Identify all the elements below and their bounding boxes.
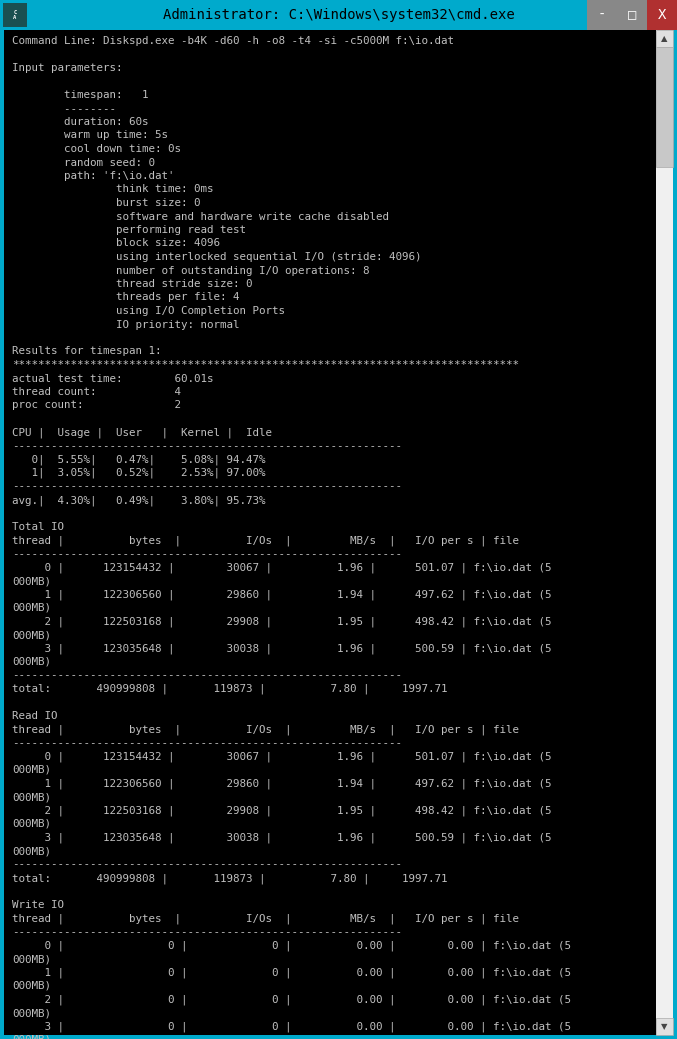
Text: thread stride size: 0: thread stride size: 0 [12,279,253,289]
Text: Command Line: Diskspd.exe -b4K -d60 -h -o8 -t4 -si -c5000M f:\io.dat: Command Line: Diskspd.exe -b4K -d60 -h -… [12,36,454,46]
Text: 0 |                0 |             0 |          0.00 |        0.00 | f:\io.dat (: 0 | 0 | 0 | 0.00 | 0.00 | f:\io.dat ( [12,940,571,951]
Text: Input parameters:: Input parameters: [12,63,123,73]
Text: thread count:            4: thread count: 4 [12,387,181,397]
Text: 000MB): 000MB) [12,981,51,991]
Text: 0|  5.55%|   0.47%|    5.08%| 94.47%: 0| 5.55%| 0.47%| 5.08%| 94.47% [12,454,265,465]
Text: -: - [598,8,606,22]
Text: 2 |      122503168 |        29908 |          1.95 |      498.42 | f:\io.dat (5: 2 | 122503168 | 29908 | 1.95 | 498.42 | … [12,616,552,627]
Text: thread |          bytes  |          I/Os  |         MB/s  |   I/O per s | file: thread | bytes | I/Os | MB/s | I/O per s… [12,913,519,924]
Text: thread |          bytes  |          I/Os  |         MB/s  |   I/O per s | file: thread | bytes | I/Os | MB/s | I/O per s… [12,535,519,547]
Text: think time: 0ms: think time: 0ms [12,185,213,194]
Bar [656,30,673,1035]
Text: 1 |                0 |             0 |          0.00 |        0.00 | f:\io.dat (: 1 | 0 | 0 | 0.00 | 0.00 | f:\io.dat ( [12,967,571,978]
Text: 000MB): 000MB) [12,765,51,775]
Text: 0 |      123154432 |        30067 |          1.96 |      501.07 | f:\io.dat (5: 0 | 123154432 | 30067 | 1.96 | 501.07 | … [12,751,552,762]
Text: warm up time: 5s: warm up time: 5s [12,131,168,140]
Text: ******************************************************************************: ****************************************… [12,359,519,370]
Text: 000MB): 000MB) [12,630,51,640]
Text: --------: -------- [12,104,116,113]
Text: using interlocked sequential I/O (stride: 4096): using interlocked sequential I/O (stride… [12,252,422,262]
Text: ------------------------------------------------------------: ----------------------------------------… [12,738,402,748]
Text: total:       490999808 |       119873 |          7.80 |     1997.71: total: 490999808 | 119873 | 7.80 | 1997.… [12,684,447,694]
Text: cool down time: 0s: cool down time: 0s [12,144,181,154]
Text: actual test time:        60.01s: actual test time: 60.01s [12,373,213,383]
Text: ▲: ▲ [661,34,668,43]
Text: block size: 4096: block size: 4096 [12,239,220,248]
Text: software and hardware write cache disabled: software and hardware write cache disabl… [12,212,389,221]
Text: 3 |                0 |             0 |          0.00 |        0.00 | f:\io.dat (: 3 | 0 | 0 | 0.00 | 0.00 | f:\io.dat ( [12,1021,571,1032]
Text: ------------------------------------------------------------: ----------------------------------------… [12,441,402,451]
Text: 3 |      123035648 |        30038 |          1.96 |      500.59 | f:\io.dat (5: 3 | 123035648 | 30038 | 1.96 | 500.59 | … [12,832,552,843]
Text: timespan:   1: timespan: 1 [12,90,148,100]
Text: number of outstanding I/O operations: 8: number of outstanding I/O operations: 8 [12,266,370,275]
Bar [617,0,647,30]
Text: 000MB): 000MB) [12,603,51,613]
Text: total:       490999808 |       119873 |          7.80 |     1997.71: total: 490999808 | 119873 | 7.80 | 1997.… [12,873,447,883]
Bar [647,0,677,30]
Text: X: X [658,8,666,22]
Text: Read IO: Read IO [12,711,58,721]
Text: 1 |      122306560 |        29860 |          1.94 |      497.62 | f:\io.dat (5: 1 | 122306560 | 29860 | 1.94 | 497.62 | … [12,589,552,600]
Text: avg.|  4.30%|   0.49%|    3.80%| 95.73%: avg.| 4.30%| 0.49%| 3.80%| 95.73% [12,495,265,506]
Text: ------------------------------------------------------------: ----------------------------------------… [12,670,402,681]
Text: 0 |      123154432 |        30067 |          1.96 |      501.07 | f:\io.dat (5: 0 | 123154432 | 30067 | 1.96 | 501.07 | … [12,562,552,572]
Text: performing read test: performing read test [12,225,246,235]
Text: 2 |                0 |             0 |          0.00 |        0.00 | f:\io.dat (: 2 | 0 | 0 | 0.00 | 0.00 | f:\io.dat ( [12,994,571,1005]
Text: 2 |      122503168 |        29908 |          1.95 |      498.42 | f:\io.dat (5: 2 | 122503168 | 29908 | 1.95 | 498.42 | … [12,805,552,816]
Bar [587,0,617,30]
Text: Write IO: Write IO [12,900,64,910]
Bar [656,47,673,167]
Text: 000MB): 000MB) [12,657,51,667]
Text: 3 |      123035648 |        30038 |          1.96 |      500.59 | f:\io.dat (5: 3 | 123035648 | 30038 | 1.96 | 500.59 | … [12,643,552,654]
Text: 000MB): 000MB) [12,1035,51,1039]
Text: Total IO: Total IO [12,522,64,532]
Text: C
A: C A [14,9,17,21]
Text: 1 |      122306560 |        29860 |          1.94 |      497.62 | f:\io.dat (5: 1 | 122306560 | 29860 | 1.94 | 497.62 | … [12,778,552,789]
Text: Administrator: C:\Windows\system32\cmd.exe: Administrator: C:\Windows\system32\cmd.e… [162,8,515,22]
Text: 000MB): 000MB) [12,954,51,964]
Text: ------------------------------------------------------------: ----------------------------------------… [12,481,402,491]
Bar [656,1018,673,1035]
Text: 000MB): 000MB) [12,846,51,856]
Text: burst size: 0: burst size: 0 [12,198,200,208]
Text: duration: 60s: duration: 60s [12,117,148,127]
Text: 000MB): 000MB) [12,1008,51,1018]
Text: IO priority: normal: IO priority: normal [12,320,240,329]
Bar [0,0,677,30]
Bar [656,30,673,47]
Bar [3,3,27,27]
Text: thread |          bytes  |          I/Os  |         MB/s  |   I/O per s | file: thread | bytes | I/Os | MB/s | I/O per s… [12,724,519,735]
Text: ▼: ▼ [661,1022,668,1031]
Text: threads per file: 4: threads per file: 4 [12,293,240,302]
Text: ------------------------------------------------------------: ----------------------------------------… [12,549,402,559]
Text: 1|  3.05%|   0.52%|    2.53%| 97.00%: 1| 3.05%| 0.52%| 2.53%| 97.00% [12,468,265,479]
Text: ------------------------------------------------------------: ----------------------------------------… [12,859,402,870]
Text: using I/O Completion Ports: using I/O Completion Ports [12,307,285,316]
Text: □: □ [628,8,636,22]
Text: Results for timespan 1:: Results for timespan 1: [12,346,162,356]
Text: random seed: 0: random seed: 0 [12,158,155,167]
Text: ------------------------------------------------------------: ----------------------------------------… [12,927,402,937]
Text: 000MB): 000MB) [12,819,51,829]
Text: proc count:              2: proc count: 2 [12,400,181,410]
Text: 000MB): 000MB) [12,576,51,586]
Text: 000MB): 000MB) [12,792,51,802]
Text: CPU |  Usage |  User   |  Kernel |  Idle: CPU | Usage | User | Kernel | Idle [12,427,272,438]
Text: path: 'f:\io.dat': path: 'f:\io.dat' [12,171,175,181]
